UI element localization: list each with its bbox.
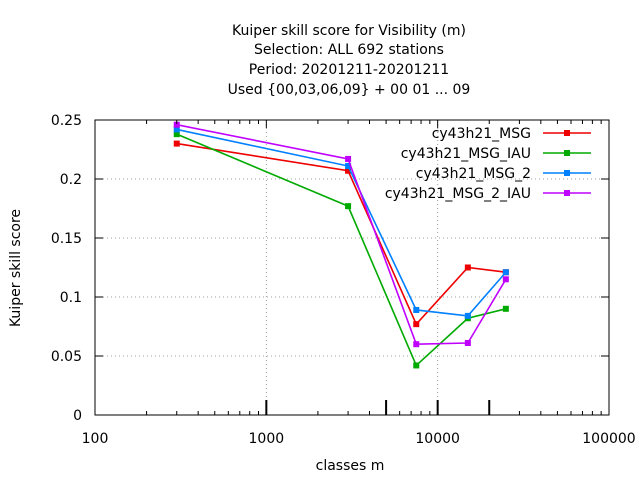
series-cy43h21_MSG_2 [173, 126, 509, 319]
data-point [413, 362, 420, 369]
legend-label: cy43h21_MSG_2_IAU [385, 186, 531, 202]
series-cy43h21_MSG_2_IAU [173, 121, 509, 348]
data-point [413, 306, 420, 313]
data-point [173, 131, 180, 138]
title-line-2: Selection: ALL 692 stations [254, 42, 444, 58]
legend-swatch-marker [564, 130, 570, 136]
series-layer [173, 121, 509, 369]
x-tick-labels: 100 1000 10000 100000 [82, 120, 636, 447]
data-point [464, 264, 471, 271]
x-axis-label: classes m [316, 458, 385, 474]
y-tick-label: 0.25 [51, 113, 82, 129]
data-point [413, 321, 420, 328]
legend-swatch-marker [564, 190, 570, 196]
data-point [502, 276, 509, 283]
x-tick-label: 1000 [249, 431, 285, 447]
data-point [173, 140, 180, 147]
data-point [345, 155, 352, 162]
data-point [413, 341, 420, 348]
chart-title: Kuiper skill score for Visibility (m) Se… [228, 23, 471, 98]
data-point [345, 163, 352, 170]
data-point [502, 305, 509, 312]
y-tick-label: 0 [73, 408, 82, 424]
title-line-4: Used {00,03,06,09} + 00 01 ... 09 [228, 82, 471, 98]
data-point [502, 269, 509, 276]
title-line-1: Kuiper skill score for Visibility (m) [232, 23, 466, 39]
grid [95, 120, 609, 415]
plot-frame [94, 119, 610, 416]
data-point [464, 340, 471, 347]
y-axis-label: Kuiper skill score [8, 209, 24, 327]
title-line-3: Period: 20201211-20201211 [249, 62, 449, 78]
x-tick-label: 100000 [582, 431, 635, 447]
y-tick-label: 0.1 [60, 290, 82, 306]
y-tick-label: 0.2 [60, 172, 82, 188]
x-tick-label: 10000 [415, 431, 460, 447]
data-point [173, 126, 180, 133]
class-markers [265, 400, 491, 415]
legend-label: cy43h21_MSG_IAU [401, 146, 531, 162]
y-tick-labels: 0 0.05 0.1 0.15 0.2 0.25 [51, 113, 609, 424]
legend-label: cy43h21_MSG_2 [416, 166, 531, 182]
data-point [464, 312, 471, 319]
legend-label: cy43h21_MSG [432, 126, 531, 142]
data-point [345, 167, 352, 174]
legend: cy43h21_MSG cy43h21_MSG_IAU cy43h21_MSG_2c… [385, 126, 591, 202]
legend-swatch-marker [564, 150, 570, 156]
data-point [173, 121, 180, 128]
data-point [345, 203, 352, 210]
y-tick-label: 0.15 [51, 231, 82, 247]
y-tick-label: 0.05 [51, 349, 82, 365]
legend-swatch-marker [564, 170, 570, 176]
x-tick-label: 100 [82, 431, 109, 447]
